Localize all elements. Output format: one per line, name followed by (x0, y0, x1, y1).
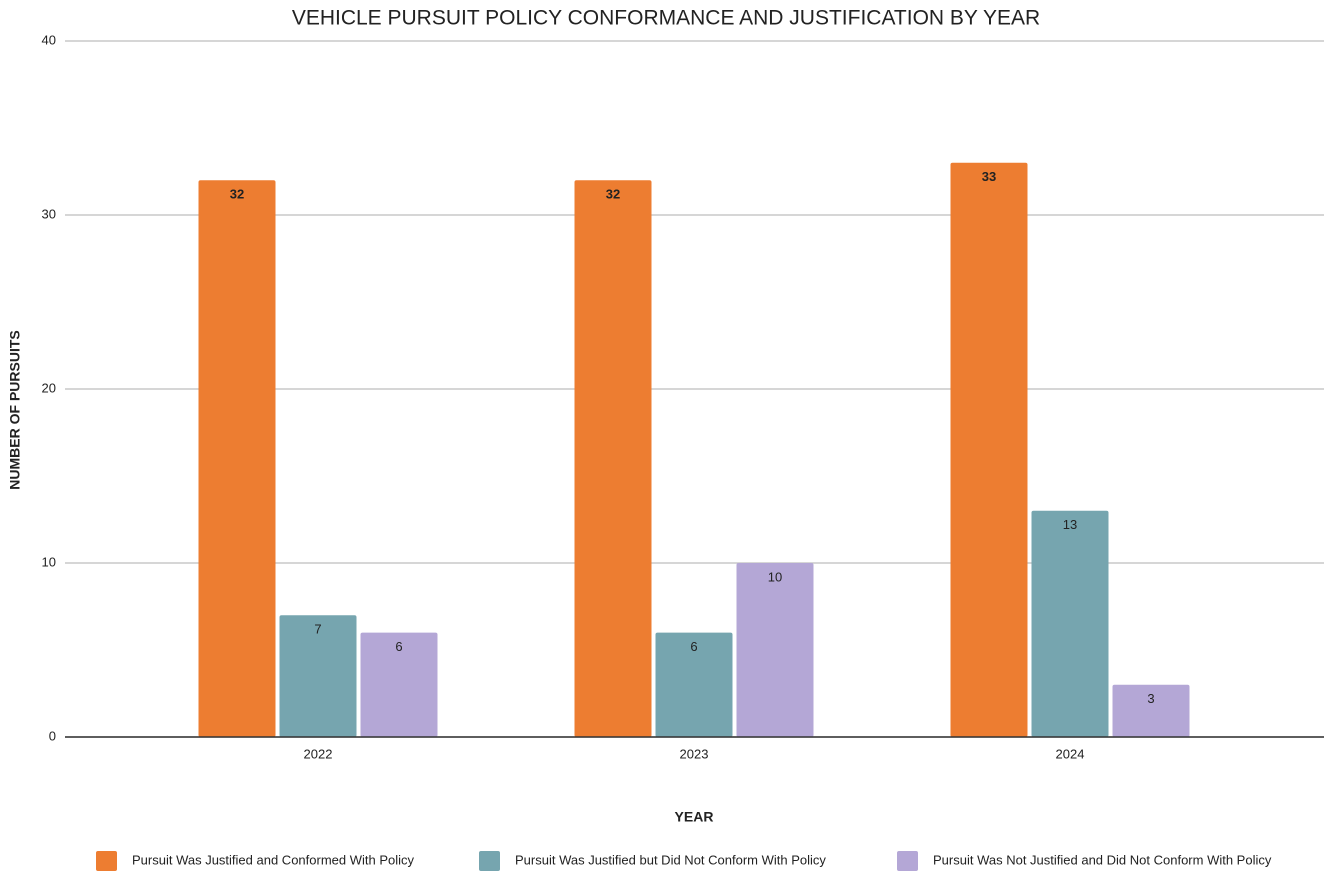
legend-label: Pursuit Was Justified but Did Not Confor… (515, 852, 826, 867)
x-axis-title: YEAR (675, 809, 714, 825)
legend-label: Pursuit Was Justified and Conformed With… (132, 852, 415, 867)
y-tick-label: 10 (42, 554, 56, 569)
data-label: 33 (982, 169, 996, 184)
bar (1112, 684, 1190, 737)
legend-swatch (897, 851, 918, 871)
bar (1031, 510, 1109, 737)
bar (198, 180, 276, 737)
data-label: 3 (1147, 691, 1154, 706)
y-tick-label: 20 (42, 380, 56, 395)
y-axis-title: NUMBER OF PURSUITS (7, 330, 23, 489)
y-tick-label: 0 (49, 728, 56, 743)
data-label: 6 (395, 639, 402, 654)
data-label: 6 (690, 639, 697, 654)
legend-label: Pursuit Was Not Justified and Did Not Co… (933, 852, 1272, 867)
data-label: 7 (314, 622, 321, 637)
data-label: 32 (230, 187, 244, 202)
legend-swatch (479, 851, 500, 871)
bar (655, 632, 733, 737)
data-label: 10 (768, 569, 782, 584)
legend-swatch (96, 851, 117, 871)
bar (574, 180, 652, 737)
x-tick-label: 2024 (1056, 746, 1085, 761)
data-label: 13 (1063, 517, 1077, 532)
y-tick-label: 40 (42, 32, 56, 47)
data-label: 32 (606, 187, 620, 202)
x-tick-label: 2022 (304, 746, 333, 761)
x-tick-label: 2023 (680, 746, 709, 761)
bar (279, 615, 357, 737)
bar (950, 162, 1028, 738)
bar (736, 563, 814, 737)
chart-title: VEHICLE PURSUIT POLICY CONFORMANCE AND J… (292, 7, 1040, 30)
y-tick-label: 30 (42, 206, 56, 221)
bar (360, 632, 438, 737)
